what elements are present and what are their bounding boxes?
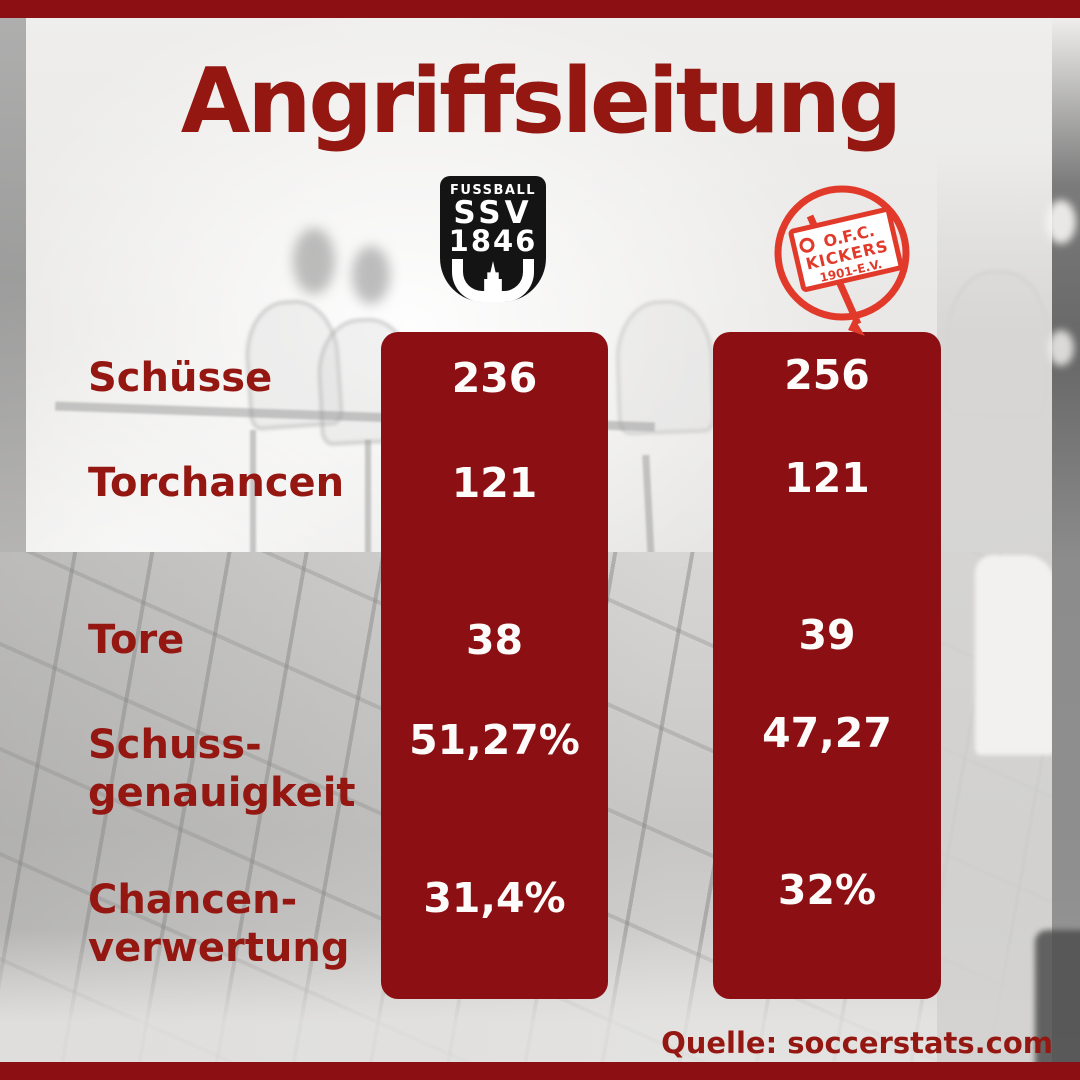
value-kickers-torchancen: 121 bbox=[784, 454, 870, 502]
row-label-line: Tore bbox=[88, 617, 185, 663]
kickers-logo-circle bbox=[774, 185, 910, 321]
value-kickers-schuesse: 256 bbox=[784, 351, 870, 399]
ssv-logo-text-ssv: SSV bbox=[453, 195, 533, 231]
ssv-logo-text-fussball: FUSSBALL bbox=[449, 183, 537, 198]
row-label-torchancen: Torchancen bbox=[88, 459, 344, 507]
value-ssv-schuesse: 236 bbox=[451, 354, 538, 402]
value-kickers-chancenverwertung: 32% bbox=[777, 866, 877, 914]
value-ssv-torchancen: 121 bbox=[451, 459, 538, 507]
background-seat-highlight bbox=[1048, 330, 1074, 366]
background-bench-leg bbox=[250, 430, 256, 555]
row-label-line: Torchancen bbox=[88, 460, 345, 506]
kickers-logo-flag: O.F.C. KICKERS 1901-E.V. bbox=[788, 207, 904, 292]
background-figure bbox=[293, 228, 335, 294]
row-label-line: Schüsse bbox=[88, 355, 273, 401]
row-label-tore: Tore bbox=[88, 616, 184, 664]
row-label-line: Schuss- bbox=[88, 722, 262, 768]
source-credit: Quelle: soccerstats.com bbox=[661, 1026, 1053, 1060]
value-ssv-schussgenauigkeit: 51,27% bbox=[409, 716, 580, 764]
ssv-logo-text-1846: 1846 bbox=[448, 224, 538, 259]
row-label-line: genauigkeit bbox=[88, 770, 356, 816]
background-right-seats bbox=[1052, 18, 1080, 1062]
row-label-line: verwertung bbox=[88, 925, 350, 971]
row-label-line: Chancen- bbox=[88, 877, 298, 923]
bottom-frame-bar bbox=[0, 1062, 1080, 1080]
ssv-ulm-logo: FUSSBALL SSV 1846 bbox=[440, 176, 546, 302]
value-ssv-tore: 38 bbox=[465, 616, 524, 664]
value-kickers-schussgenauigkeit: 47,27 bbox=[762, 709, 892, 757]
top-frame-bar bbox=[0, 0, 1080, 18]
background-white-chair bbox=[975, 555, 1055, 755]
background-seat-highlight bbox=[1046, 200, 1076, 244]
ssv-logo-u-shape bbox=[452, 258, 534, 302]
kickers-logo-crest-icon bbox=[799, 237, 815, 253]
row-label-chancenverwertung: Chancen- verwertung bbox=[88, 876, 349, 972]
ssv-logo-minster-spire-icon bbox=[484, 261, 502, 291]
background-stadium-seat bbox=[613, 298, 717, 436]
row-label-schussgenauigkeit: Schuss- genauigkeit bbox=[88, 721, 356, 817]
page-title: Angriffsleitung bbox=[180, 49, 903, 154]
background-figure bbox=[352, 246, 390, 304]
kickers-offenbach-logo: O.F.C. KICKERS 1901-E.V. bbox=[774, 185, 910, 336]
stat-column-kickers bbox=[713, 332, 941, 999]
row-label-schuesse: Schüsse bbox=[88, 354, 272, 402]
value-ssv-chancenverwertung: 31,4% bbox=[423, 874, 566, 922]
stat-column-ssv bbox=[381, 332, 608, 999]
value-kickers-tore: 39 bbox=[798, 611, 856, 659]
background-bench-leg bbox=[365, 440, 371, 558]
background-dark-seat bbox=[1035, 930, 1080, 1080]
